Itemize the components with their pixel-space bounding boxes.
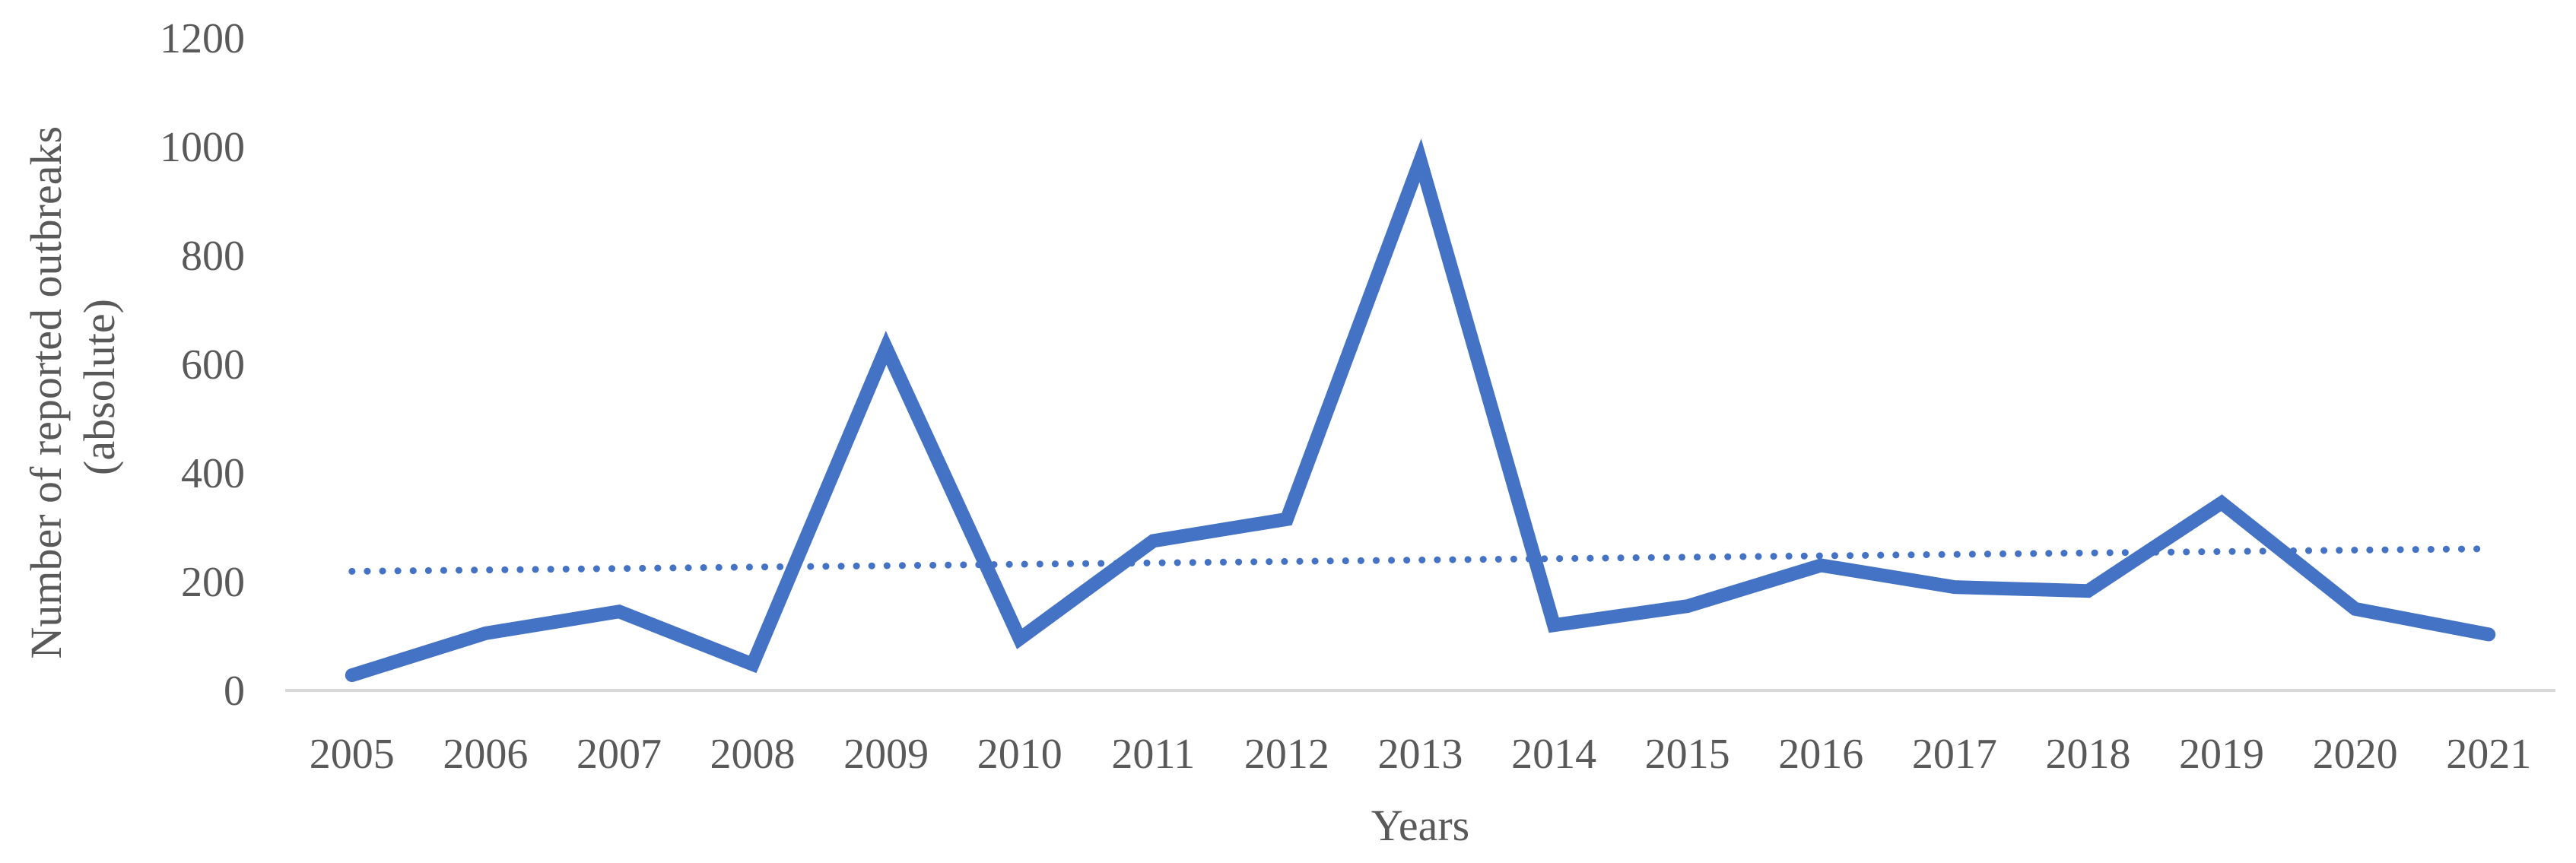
x-tick-label: 2018 bbox=[2045, 731, 2130, 778]
y-tick-label: 200 bbox=[181, 559, 245, 606]
x-tick-label: 2015 bbox=[1645, 731, 1730, 778]
x-axis-title: Years bbox=[1371, 801, 1469, 850]
x-tick-label: 2014 bbox=[1511, 731, 1596, 778]
y-tick-label: 0 bbox=[224, 668, 245, 715]
outbreaks-series-line bbox=[345, 138, 2496, 682]
x-tick-label: 2011 bbox=[1111, 731, 1195, 778]
x-tick-label: 2007 bbox=[577, 731, 662, 778]
series-group bbox=[345, 138, 2496, 682]
x-tick-label: 2008 bbox=[710, 731, 796, 778]
x-tick-label: 2006 bbox=[443, 731, 528, 778]
y-axis-ticks: 0 200 400 600 800 1000 1200 bbox=[160, 15, 245, 715]
x-tick-label: 2013 bbox=[1378, 731, 1463, 778]
x-tick-label: 2017 bbox=[1912, 731, 1997, 778]
x-tick-label: 2010 bbox=[977, 731, 1062, 778]
x-tick-label: 2016 bbox=[1778, 731, 1863, 778]
trendline-series-line bbox=[348, 545, 2492, 575]
x-tick-label: 2021 bbox=[2446, 731, 2531, 778]
y-tick-label: 600 bbox=[181, 341, 245, 389]
y-tick-label: 1000 bbox=[160, 124, 245, 171]
x-tick-label: 2009 bbox=[843, 731, 929, 778]
x-tick-label: 2020 bbox=[2313, 731, 2398, 778]
x-tick-label: 2019 bbox=[2179, 731, 2264, 778]
y-axis-title: Number of reported outbreaks (absolute) bbox=[21, 115, 124, 658]
x-tick-label: 2005 bbox=[310, 731, 395, 778]
x-tick-label: 2012 bbox=[1244, 731, 1329, 778]
x-axis-ticks: 2005 2006 2007 2008 2009 2010 2011 2012 2013 2014… bbox=[310, 731, 2531, 778]
y-tick-label: 1200 bbox=[160, 15, 245, 62]
y-axis-title-line-1: Number of reported outbreaks bbox=[21, 126, 71, 659]
y-tick-label: 400 bbox=[181, 450, 245, 497]
y-axis-title-line-2: (absolute) bbox=[75, 299, 124, 475]
y-tick-label: 800 bbox=[181, 233, 245, 280]
